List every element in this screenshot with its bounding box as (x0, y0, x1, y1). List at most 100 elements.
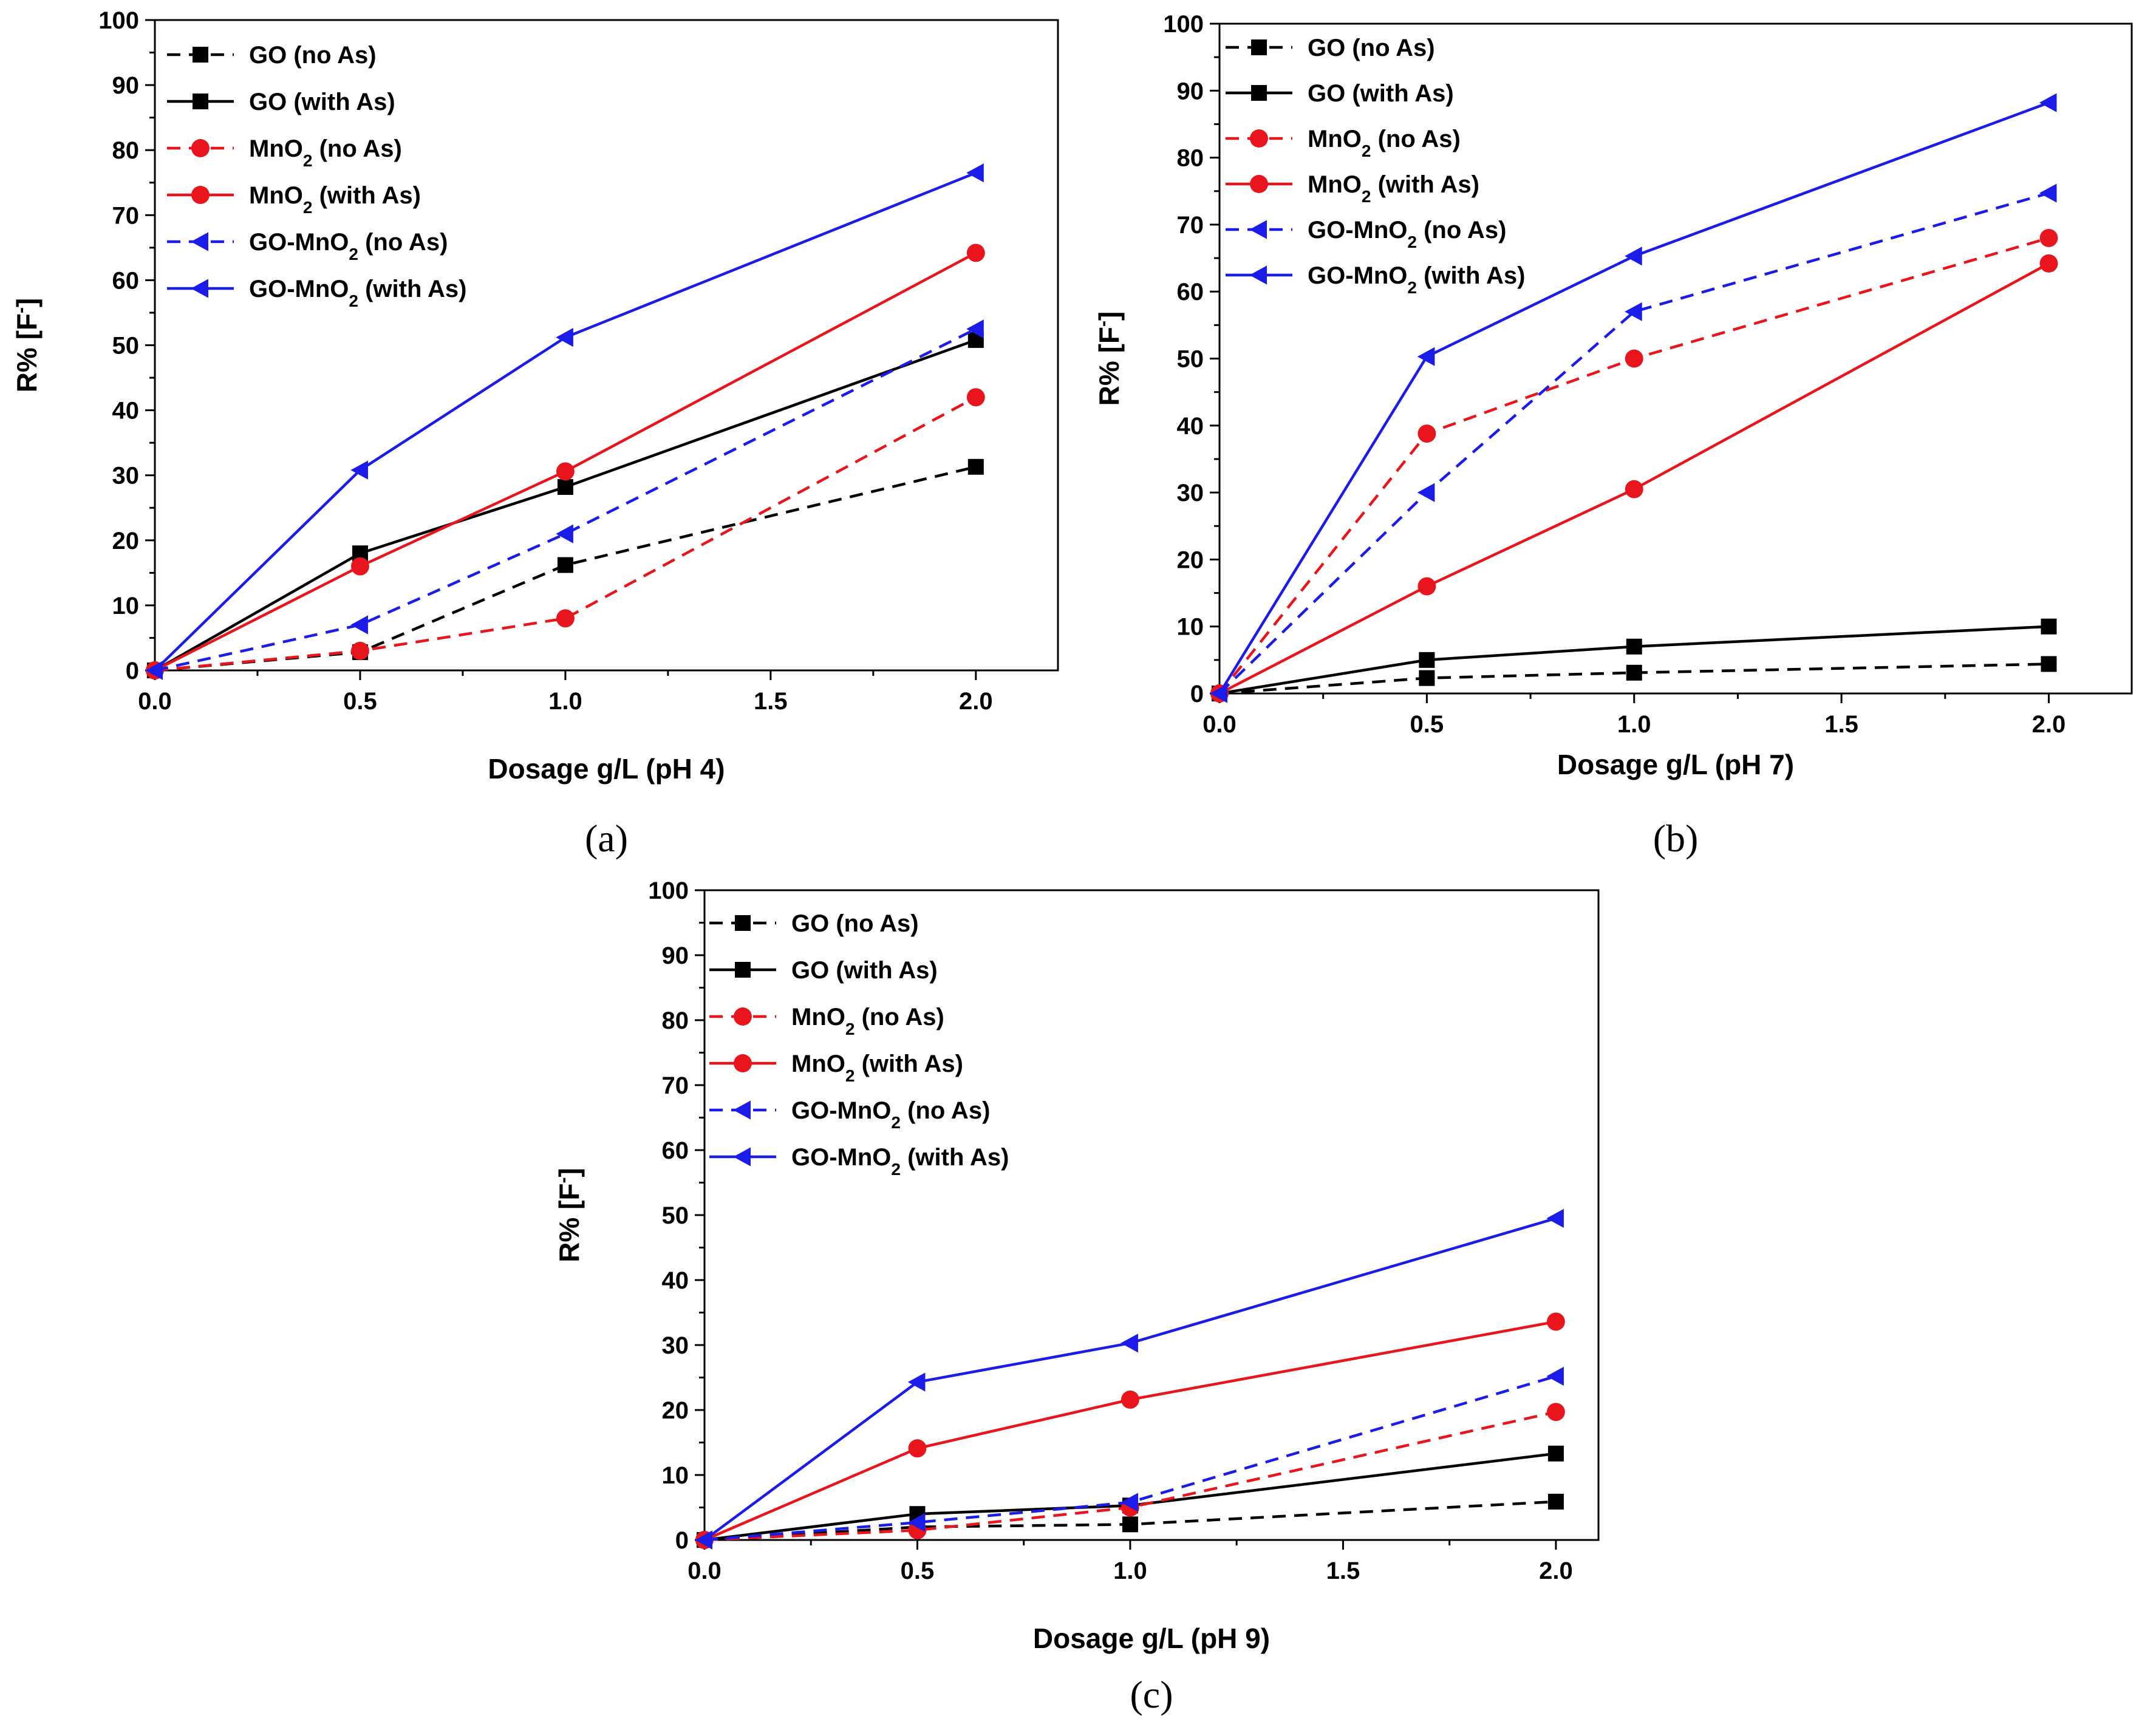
legend-label: GO (no As) (1308, 35, 1435, 61)
x-tick-label: 1.0 (1617, 711, 1651, 738)
legend-label: GO-MnO2 (with As) (791, 1144, 1009, 1179)
y-tick-label: 90 (1177, 78, 1204, 104)
legend-label: GO (no As) (249, 42, 377, 69)
series-line (154, 396, 977, 672)
x-axis-title: Dosage g/L (pH 4) (488, 753, 725, 785)
legend-marker (191, 279, 208, 298)
panel-label: (b) (1653, 817, 1699, 860)
x-axis-title: Dosage g/L (pH 7) (1557, 749, 1794, 780)
data-point (556, 609, 575, 628)
y-tick-label: 10 (112, 593, 140, 619)
data-point (1417, 347, 1435, 366)
data-point (351, 557, 369, 576)
data-point (2039, 254, 2058, 273)
data-point (1419, 670, 1435, 686)
legend-marker (734, 1054, 752, 1072)
panel-label: (a) (585, 817, 628, 860)
data-point (145, 661, 163, 680)
data-point (350, 460, 368, 480)
series-line (154, 171, 977, 672)
series-line (704, 1500, 1557, 1542)
legend-label: MnO2 (no As) (249, 135, 402, 170)
series-line (154, 251, 977, 672)
y-tick-label: 50 (662, 1202, 689, 1229)
series-line (1218, 101, 2050, 695)
legend-label: GO-MnO2 (no As) (1308, 217, 1506, 251)
y-tick-label: 40 (1177, 413, 1204, 440)
data-point (1625, 349, 1643, 368)
data-point (966, 388, 985, 407)
data-point (351, 641, 369, 660)
series-line (1218, 236, 2050, 695)
legend-label: MnO2 (with As) (249, 182, 421, 217)
series-line (1218, 262, 2050, 695)
data-point (1547, 1445, 1564, 1462)
legend: GO (no As) GO (with As) MnO2 (no As) MnO2 (… (167, 42, 467, 310)
data-point (966, 319, 984, 339)
plot-frame (703, 889, 1600, 1541)
y-tick-label: 0 (1190, 681, 1204, 707)
y-axis-title: R% [F-] (553, 1168, 585, 1262)
series-line (154, 327, 977, 672)
y-tick-label: 70 (112, 202, 140, 229)
data-point (556, 524, 573, 543)
data-point (1417, 483, 1435, 502)
data-point (907, 1372, 926, 1392)
data-point (1626, 638, 1642, 655)
x-tick-label: 0.5 (343, 688, 377, 715)
series-line (1219, 625, 2049, 695)
data-point (2041, 618, 2057, 635)
x-tick-label: 1.0 (548, 688, 582, 715)
series-line (704, 1452, 1557, 1542)
data-point (1210, 684, 1227, 703)
data-point (1546, 1403, 1565, 1422)
legend-label: GO (with As) (249, 89, 395, 115)
data-point (1625, 247, 1642, 266)
series-5 (695, 1208, 1564, 1550)
y-tick-label: 100 (98, 7, 139, 34)
legend-marker (191, 186, 210, 204)
legend-marker (1251, 39, 1267, 55)
y-tick-label: 70 (662, 1072, 689, 1099)
data-point (350, 615, 368, 635)
legend: GO (no As) GO (with As) MnO2 (no As) MnO2 (… (709, 910, 1009, 1179)
x-tick-label: 1.0 (1113, 1558, 1147, 1584)
legend-label: MnO2 (with As) (1308, 171, 1479, 206)
data-point (907, 1513, 926, 1532)
y-tick-label: 60 (1177, 279, 1204, 305)
y-tick-label: 50 (112, 333, 140, 359)
legend-label: MnO2 (no As) (791, 1004, 944, 1038)
legend-marker (733, 1100, 751, 1120)
series-3 (1210, 254, 2058, 703)
x-tick-label: 1.5 (1326, 1558, 1360, 1584)
data-point (2039, 229, 2058, 247)
series-line (704, 1411, 1557, 1542)
data-point (1625, 302, 1642, 321)
x-tick-label: 2.0 (959, 688, 993, 715)
y-tick-label: 30 (662, 1332, 689, 1359)
data-point (1121, 1493, 1138, 1512)
x-tick-label: 0.0 (687, 1558, 722, 1584)
x-tick-label: 0.5 (901, 1558, 935, 1584)
y-axis-title: R% [F-] (1093, 312, 1125, 406)
legend-label: GO-MnO2 (with As) (249, 276, 467, 310)
data-point (908, 1439, 927, 1458)
data-point (1121, 1334, 1138, 1353)
y-tick-label: 80 (662, 1007, 689, 1034)
y-tick-label: 90 (662, 942, 689, 969)
data-point (556, 462, 575, 481)
y-tick-label: 60 (112, 267, 140, 294)
y-tick-label: 90 (112, 72, 140, 99)
y-tick-label: 100 (1163, 11, 1204, 38)
y-tick-label: 0 (126, 658, 139, 684)
series-line (154, 465, 977, 672)
legend-label: MnO2 (no As) (1308, 126, 1461, 160)
legend-label: GO (no As) (791, 910, 919, 937)
x-tick-label: 0.0 (138, 688, 172, 715)
series-line (1219, 663, 2049, 695)
legend-marker (1249, 265, 1267, 285)
data-point (2039, 183, 2057, 203)
y-tick-label: 70 (1177, 212, 1204, 239)
legend-marker (193, 94, 208, 109)
